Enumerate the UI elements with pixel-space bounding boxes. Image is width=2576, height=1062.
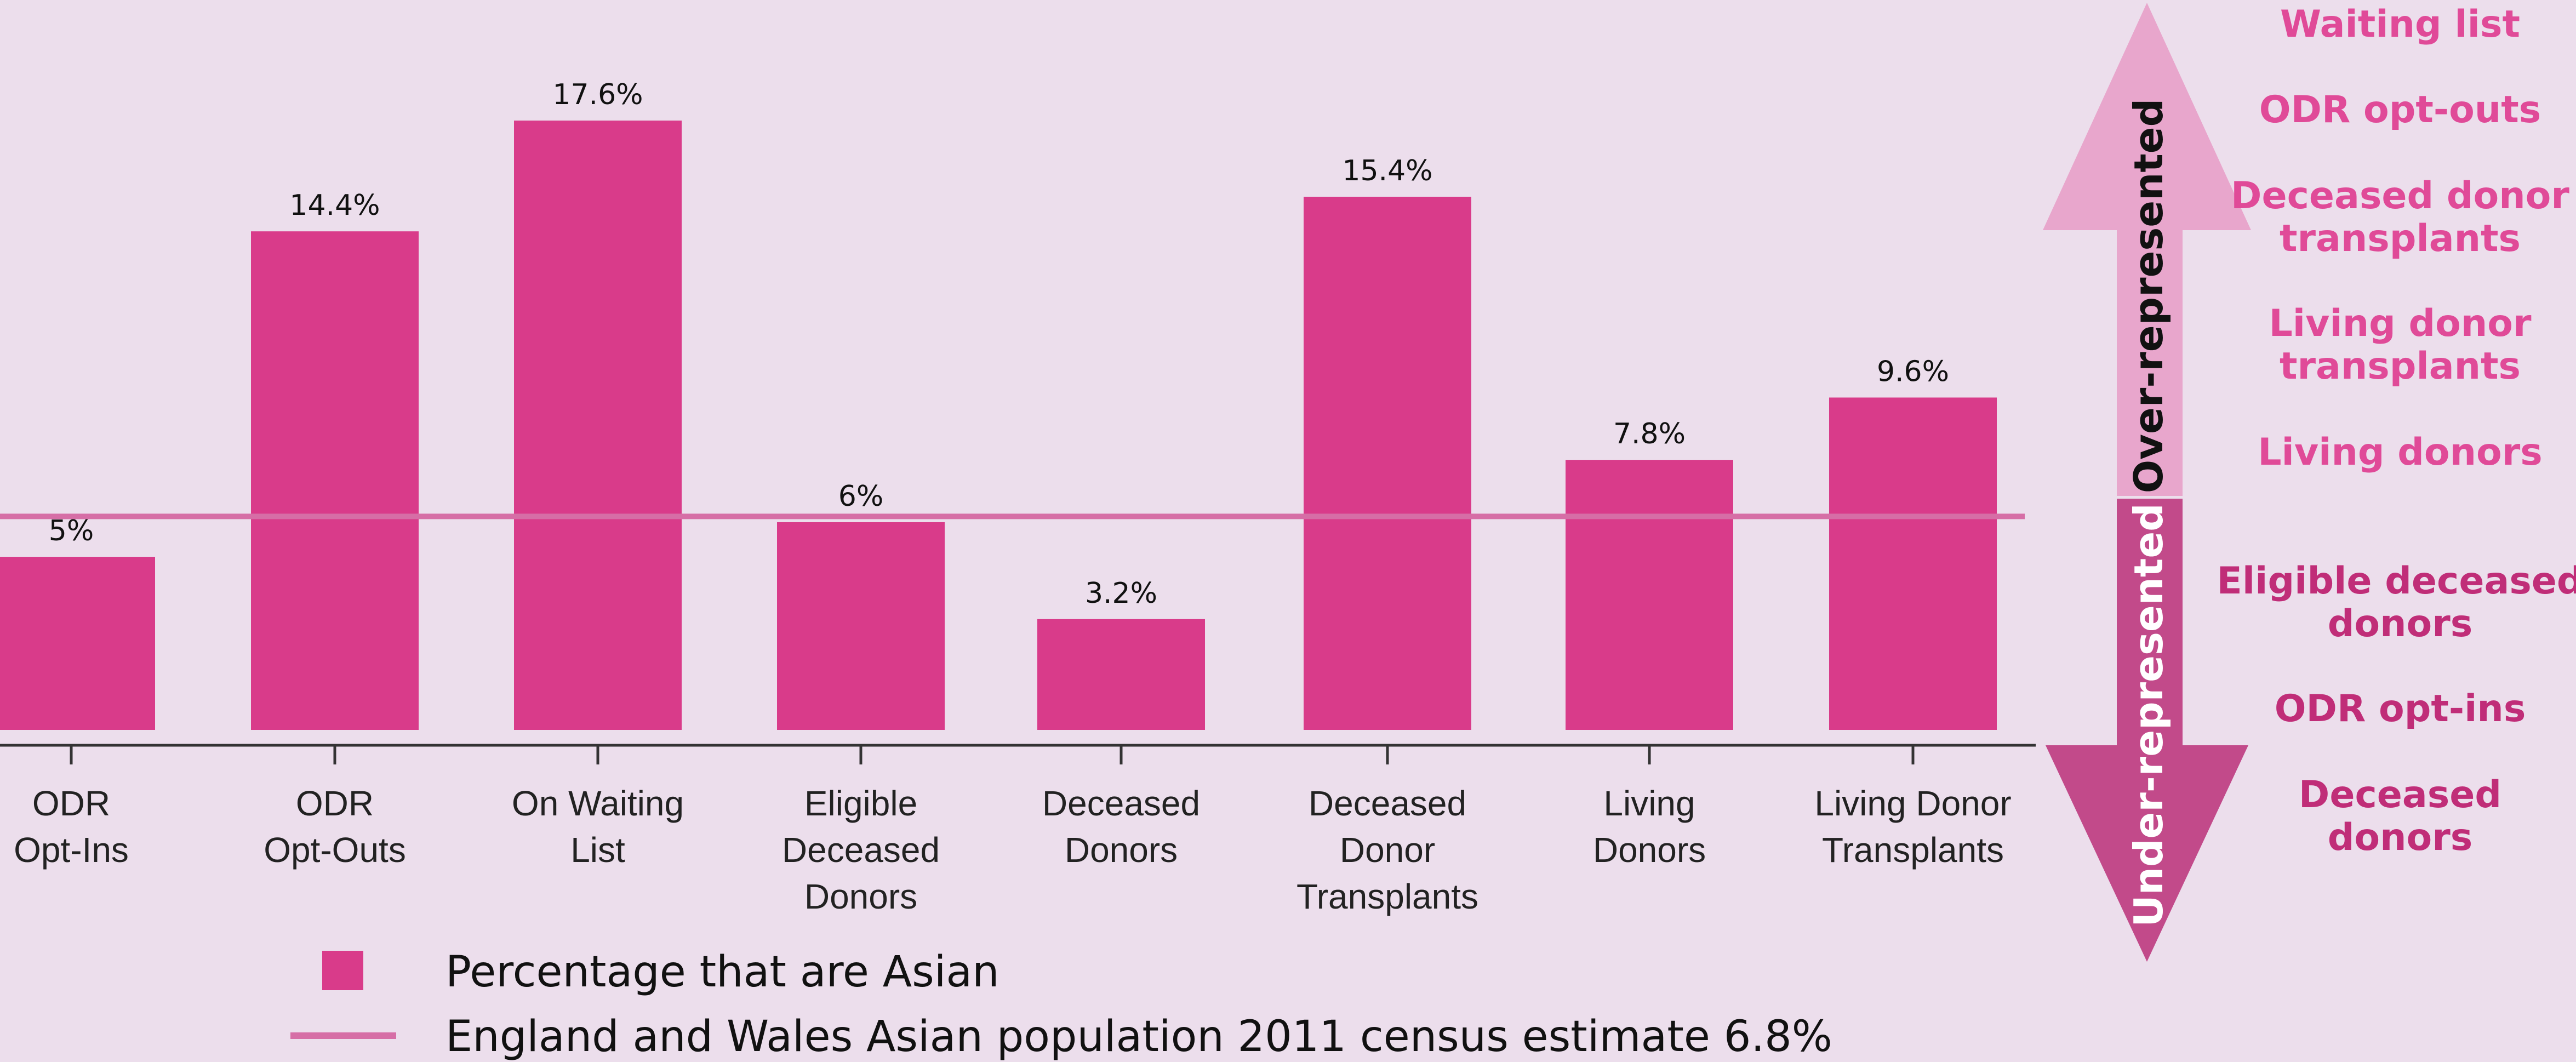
- bar: [777, 522, 945, 730]
- under-represented-item: donors: [2328, 602, 2473, 646]
- under-represented-item: ODR opt-ins: [2275, 687, 2526, 730]
- bar: [251, 231, 419, 730]
- under-represented-arrow: [2046, 499, 2248, 962]
- under-represented-label: Under-represented: [2126, 503, 2172, 927]
- bars-layer: 5% 14.4% 17.6% 6% 3.2% 15.4% 7.8% 9.6%: [0, 78, 1997, 730]
- x-axis-label: Transplants: [1822, 830, 2004, 870]
- x-axis-label: List: [570, 830, 625, 870]
- legend-bar-label: Percentage that are Asian: [445, 947, 999, 997]
- x-axis-label: Deceased: [1042, 784, 1200, 823]
- x-axis-label: Deceased: [1309, 784, 1466, 823]
- legend-bar-swatch: [322, 951, 363, 990]
- legend-line-label: England and Wales Asian population 2011 …: [445, 1012, 1832, 1061]
- bar-value-label: 14.4%: [289, 189, 380, 222]
- x-axis-label: Opt-Ins: [14, 830, 129, 870]
- bar-value-label: 17.6%: [552, 78, 643, 111]
- x-axis-label: ODR: [296, 784, 374, 823]
- over-represented-item: Deceased donor: [2231, 174, 2569, 218]
- over-represented-label: Over-represented: [2126, 99, 2172, 493]
- x-axis-label: Living Donor: [1814, 784, 2011, 823]
- x-axis-labels: ODR Opt-Ins ODR Opt-Outs On Waiting List Eligi…: [14, 784, 2012, 916]
- x-axis-label: Donor: [1340, 830, 1435, 870]
- bar-value-label: 7.8%: [1613, 418, 1686, 450]
- x-axis-label: Donors: [1065, 830, 1178, 870]
- bar: [1829, 397, 1997, 730]
- bar: [514, 121, 682, 730]
- bar: [1566, 460, 1733, 730]
- x-axis-label: Deceased: [782, 830, 940, 870]
- x-axis-label: Transplants: [1296, 877, 1478, 916]
- x-axis-label: ODR: [32, 784, 110, 823]
- under-represented-item: Deceased: [2299, 773, 2501, 817]
- bar-value-label: 9.6%: [1877, 355, 1949, 388]
- bar-value-label: 3.2%: [1085, 577, 1157, 610]
- over-represented-item: Waiting list: [2280, 3, 2520, 46]
- over-represented-item: ODR opt-outs: [2259, 88, 2541, 132]
- representation-arrow: Over-represented Under-represented: [2043, 3, 2251, 962]
- x-axis-label: Donors: [1593, 830, 1706, 870]
- under-represented-item: Eligible deceased: [2217, 559, 2576, 603]
- under-represented-item: donors: [2328, 816, 2473, 859]
- bar-value-label: 5%: [49, 515, 94, 547]
- bar: [1037, 619, 1205, 730]
- over-represented-item: transplants: [2280, 217, 2521, 260]
- x-axis-ticks: [70, 745, 1915, 764]
- over-represented-item: transplants: [2280, 345, 2521, 388]
- bar: [1304, 197, 1471, 730]
- x-axis-label: Donors: [804, 877, 917, 916]
- x-axis-label: Living: [1603, 784, 1695, 823]
- x-axis-label: Eligible: [804, 784, 917, 823]
- bar-value-label: 6%: [838, 480, 884, 513]
- over-represented-item: Living donor: [2269, 302, 2532, 345]
- over-represented-item: Living donors: [2258, 431, 2543, 474]
- over-represented-arrow: [2043, 3, 2251, 496]
- bar: [0, 557, 155, 730]
- x-axis-label: Opt-Outs: [264, 830, 406, 870]
- bar-value-label: 15.4%: [1342, 155, 1432, 187]
- x-axis-label: On Waiting: [512, 784, 684, 823]
- legend: Percentage that are Asian England and Wa…: [290, 947, 1832, 1061]
